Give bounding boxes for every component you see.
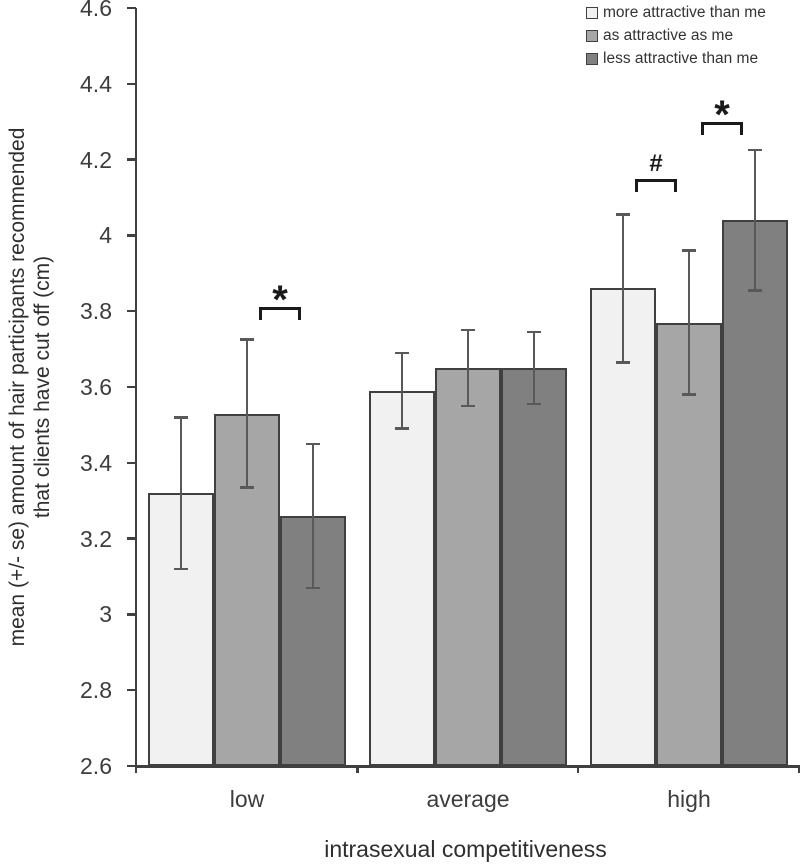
legend-swatch-icon [586,29,598,42]
error-bar-cap-bottom [461,404,475,408]
bar-group2-series2 [435,368,501,766]
error-bar-cap-bottom [616,361,630,364]
significance-symbol: * [714,92,730,137]
plot-area: * # * [136,8,795,766]
y-axis-title-line-1: mean (+/- se) amount of hair participant… [6,127,29,647]
y-tick-label: 3.8 [80,298,112,325]
y-tick-mark [127,537,136,540]
significance-symbol: # [649,149,663,177]
x-tick-mark [134,765,137,773]
bar-group3-series3 [722,220,788,766]
significance-symbol: * [272,278,288,323]
legend-label: less attractive than me [603,50,759,67]
x-tick-mark [356,765,359,773]
significance-bracket [701,121,743,135]
error-bar-line [245,339,249,488]
y-tick-label: 3.6 [80,374,112,400]
error-bar-cap-bottom [748,289,762,292]
bar-group3-series1 [590,288,656,766]
error-bar-cap-top [306,442,320,446]
error-bar-cap-bottom [306,586,320,590]
bar-group3-series2 [656,322,722,766]
legend: more attractive than me as attractive as … [586,4,766,73]
error-bar-cap-top [527,330,541,334]
y-tick-mark [127,764,136,768]
x-axis-title: intrasexual competitiveness [324,836,607,862]
y-tick-label: 4.2 [80,146,112,173]
error-bar-line [532,332,536,405]
legend-label: as attractive as me [603,27,734,44]
legend-label: more attractive than me [603,4,766,21]
y-tick-mark [127,158,136,161]
x-tick-mark [797,765,800,773]
error-bar-cap-top [461,328,475,332]
error-bar-cap-bottom [527,402,541,406]
legend-row-3: less attractive than me [586,50,766,67]
legend-row-2: as attractive as me [586,27,766,44]
error-bar-line [466,330,470,406]
y-tick-label: 4.6 [80,0,112,21]
error-bar-line [311,443,315,588]
y-tick-label: 3.2 [80,525,112,552]
error-bar-cap-top [395,351,409,355]
error-bar-cap-top [616,213,630,216]
error-bar-line [621,214,625,363]
y-tick-mark [127,688,136,692]
y-tick-mark [127,385,136,389]
error-bar-line [687,250,691,395]
y-tick-label: 3.4 [80,449,112,476]
legend-row-1: more attractive than me [586,4,766,21]
x-category-label-low: low [229,786,265,812]
error-bar-cap-top [748,148,762,152]
y-tick-mark [127,234,136,237]
y-tick-label: 4 [99,222,112,249]
error-bar-cap-top [240,338,254,341]
y-tick-mark [127,461,136,465]
bar-group2-series3 [501,368,567,766]
y-tick-label: 3 [99,601,112,628]
error-bar-cap-top [682,249,696,252]
error-bar-cap-bottom [174,567,188,571]
y-tick-label: 2.6 [80,753,112,779]
y-tick-mark [127,6,136,10]
x-tick-mark [576,765,579,773]
y-tick-label: 2.8 [80,677,112,704]
y-tick-mark [127,82,136,86]
significance-bracket [259,307,301,321]
x-axis-line [134,765,798,768]
significance-bracket [635,178,677,192]
x-category-label-high: high [667,786,711,812]
legend-swatch-icon [586,6,598,19]
error-bar-cap-bottom [682,393,696,396]
error-bar-line [179,417,183,569]
y-tick-label: 4.4 [80,70,112,97]
y-tick-mark [127,613,136,616]
bar-group2-series1 [369,390,435,766]
x-category-label-average: average [426,786,510,812]
error-bar-cap-bottom [240,486,254,489]
error-bar-line [753,150,757,291]
error-bar-line [400,352,404,429]
legend-swatch-icon [586,52,598,65]
error-bar-cap-top [174,416,188,419]
error-bar-cap-bottom [395,427,409,430]
y-tick-mark [127,309,136,313]
